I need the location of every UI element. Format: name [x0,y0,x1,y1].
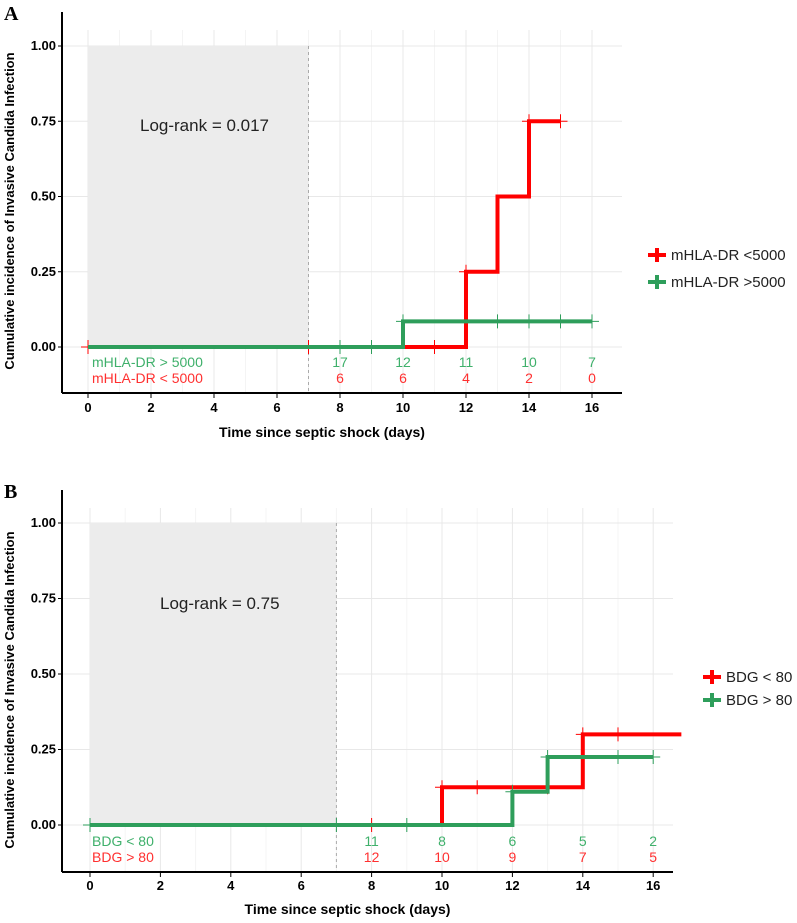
legend-label: BDG > 80 [726,692,792,709]
series-line-red [88,119,561,349]
risk-table-value: 2 [649,833,657,849]
risk-table-value: 7 [588,354,596,370]
x-tick-label: 16 [646,878,660,893]
x-tick-label: 12 [505,878,519,893]
censor-mark [522,114,536,129]
censor-mark [364,340,379,354]
risk-table-value: 12 [364,849,380,865]
censor-mark [490,314,505,329]
x-tick-label: 0 [86,878,93,893]
x-tick-label: 6 [273,400,280,415]
shaded-region [88,46,309,347]
x-tick-label: 8 [336,400,343,415]
y-tick-label: 0.25 [31,742,56,757]
y-tick-label: 0.00 [31,817,56,832]
censor-mark [470,780,485,795]
x-tick-label: 14 [576,878,591,893]
y-tick-label: 1.00 [31,38,56,53]
legend-label: mHLA-DR >5000 [671,274,786,291]
risk-table-value: 9 [509,849,517,865]
legend-key-green [648,275,666,289]
censor-mark [329,818,344,832]
x-tick-label: 10 [396,400,410,415]
y-tick-label: 0.50 [31,666,56,681]
y-tick-label: 0.50 [31,189,56,204]
risk-table-label: BDG > 80 [92,849,154,865]
risk-table-label: mHLA-DR < 5000 [92,370,203,386]
censor-mark [333,340,347,354]
panel-label: A [4,3,19,25]
risk-table-value: 0 [588,370,596,386]
x-tick-label: 4 [227,878,235,893]
censor-mark [611,727,625,742]
censor-mark [575,727,590,742]
censor-mark [585,314,599,329]
risk-table-value: 5 [579,833,587,849]
risk-table-value: 6 [399,370,407,386]
x-axis-label: Time since septic shock (days) [219,424,425,440]
x-tick-label: 2 [147,400,154,415]
risk-table-value: 4 [462,370,470,386]
risk-table-value: 17 [332,354,348,370]
risk-table-value: 7 [579,849,587,865]
censor-mark [540,750,555,765]
censor-mark [505,784,520,799]
censor-mark [553,114,568,129]
censor-mark [611,750,625,765]
legend-key-red [648,248,666,262]
x-axis-label: Time since septic shock (days) [245,901,451,917]
y-axis-label: Cumulative incidence of Invasive Candida… [2,52,17,369]
x-tick-label: 2 [157,878,164,893]
censor-mark [522,314,536,329]
log-rank-annotation: Log-rank = 0.017 [140,116,269,135]
risk-table-value: 10 [434,849,450,865]
risk-table-label: mHLA-DR > 5000 [92,354,203,370]
legend-key-red [703,670,721,684]
risk-table-value: 10 [521,354,537,370]
x-tick-label: 4 [210,400,218,415]
risk-table-value: 11 [459,354,474,370]
x-tick-label: 8 [368,878,375,893]
y-tick-label: 0.25 [31,264,56,279]
legend-label: mHLA-DR <5000 [671,247,786,264]
y-tick-label: 0.75 [31,113,56,128]
risk-table-value: 6 [336,370,344,386]
risk-table-value: 8 [438,833,446,849]
panel-A: A Log-rank = 0.017 0.00 0.25 0.50 0.75 1.00 0 2 4… [2,3,786,440]
censor-mark [646,750,661,765]
censor-mark [427,340,442,354]
censor-mark [396,314,410,329]
risk-table-value: 11 [364,833,379,849]
censor-mark [459,264,473,279]
shaded-region [90,523,337,825]
risk-table-value: 2 [525,370,533,386]
censor-mark [553,314,568,329]
x-tick-label: 6 [298,878,305,893]
censor-mark [435,780,449,795]
panel-label: B [4,481,17,503]
y-tick-label: 1.00 [31,515,56,530]
censor-mark [399,818,414,832]
series-line-green [90,755,654,827]
y-tick-label: 0.75 [31,591,56,606]
log-rank-annotation: Log-rank = 0.75 [160,594,280,613]
x-tick-label: 16 [585,400,599,415]
legend-label: BDG < 80 [726,669,792,686]
x-tick-label: 0 [84,400,91,415]
panel-B: B Log-rank = 0.75 0.00 0.25 0.50 0.75 1.00 0 2 4 6… [2,481,792,917]
y-axis-label: Cumulative incidence of Invasive Candida… [2,531,17,848]
x-tick-label: 12 [459,400,473,415]
x-tick-label: 14 [522,400,537,415]
series-line-red [371,732,682,827]
censor-mark [83,818,97,832]
risk-table-value: 12 [395,354,411,370]
risk-table-label: BDG < 80 [92,833,154,849]
x-tick-label: 10 [435,878,449,893]
risk-table-value: 5 [649,849,657,865]
y-tick-label: 0.00 [31,339,56,354]
legend-key-green [703,693,721,707]
risk-table-value: 6 [509,833,517,849]
